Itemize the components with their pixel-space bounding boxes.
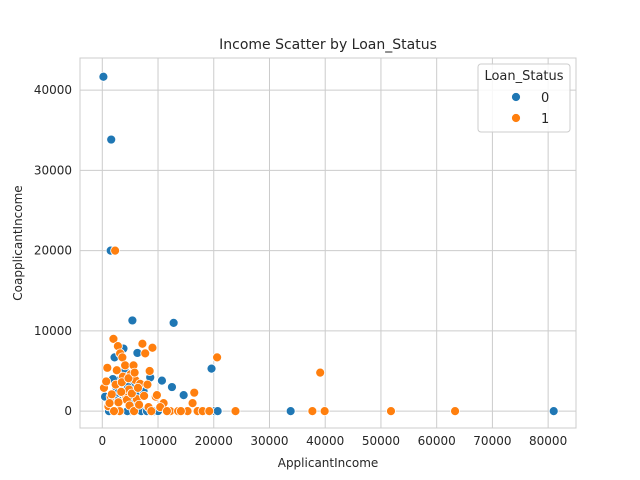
- data-point-status-1: [110, 245, 121, 256]
- data-point-status-0: [157, 375, 167, 386]
- data-point-status-1: [123, 373, 134, 384]
- data-point-status-1: [126, 388, 137, 399]
- chart-title: Income Scatter by Loan_Status: [219, 37, 437, 53]
- x-tick-label: 20000: [195, 434, 233, 448]
- data-point-status-0: [212, 406, 223, 417]
- data-point-status-1: [120, 360, 131, 371]
- x-tick-label: 50000: [362, 434, 400, 448]
- y-tick-label: 20000: [34, 244, 72, 258]
- data-point-status-0: [548, 406, 559, 417]
- data-point-status-1: [139, 390, 149, 401]
- y-tick-label: 10000: [34, 324, 72, 338]
- data-point-status-1: [315, 367, 326, 378]
- data-point-status-1: [189, 387, 200, 398]
- legend-marker-0: [511, 92, 521, 102]
- data-point-status-0: [206, 363, 217, 374]
- data-point-status-1: [144, 366, 155, 376]
- y-tick-label: 30000: [34, 163, 72, 177]
- data-point-status-1: [113, 397, 124, 408]
- data-point-status-1: [134, 399, 144, 410]
- legend-box: [477, 63, 571, 133]
- data-point-status-1: [140, 348, 151, 359]
- x-tick-label: 0: [98, 434, 106, 448]
- y-axis-label: CoapplicantIncome: [11, 185, 25, 300]
- legend: Loan_Status 0 1: [477, 63, 571, 133]
- legend-label-1: 1: [541, 112, 549, 127]
- data-point-status-1: [450, 406, 460, 417]
- data-point-status-1: [175, 406, 186, 417]
- data-point-status-1: [319, 406, 330, 417]
- data-point-status-1: [146, 406, 157, 417]
- x-tick-label: 80000: [529, 434, 567, 448]
- data-point-status-1: [106, 389, 117, 400]
- data-point-status-1: [142, 379, 153, 390]
- data-point-status-1: [111, 365, 122, 376]
- plot-area-border: [79, 57, 577, 429]
- legend-marker-1: [511, 113, 521, 123]
- data-point-status-1: [104, 398, 115, 409]
- data-point-status-1: [212, 352, 222, 363]
- data-point-status-0: [167, 382, 177, 392]
- data-point-status-1: [133, 382, 143, 393]
- x-axis-label: ApplicantIncome: [278, 456, 379, 470]
- data-point-status-1: [307, 406, 318, 417]
- data-point-status-1: [116, 386, 127, 397]
- x-tick-label: 60000: [418, 434, 456, 448]
- data-point-status-1: [137, 338, 148, 349]
- data-point-status-1: [108, 334, 119, 344]
- x-tick-label: 40000: [306, 434, 344, 448]
- legend-title: Loan_Status: [484, 69, 563, 84]
- data-points: [98, 71, 559, 417]
- data-point-status-1: [147, 342, 158, 353]
- data-point-status-1: [152, 390, 162, 400]
- x-tick-label: 30000: [250, 434, 288, 448]
- y-tick-label: 0: [64, 404, 72, 418]
- data-point-status-0: [106, 134, 117, 145]
- tick-labels: 0 10000 20000 30000 40000 50000 60000 70000 8000…: [34, 83, 567, 448]
- data-point-status-1: [101, 376, 112, 387]
- data-point-status-1: [129, 406, 139, 417]
- data-point-status-0: [168, 317, 179, 328]
- y-tick-label: 40000: [34, 83, 72, 97]
- legend-label-0: 0: [541, 91, 549, 106]
- data-point-status-1: [109, 406, 119, 417]
- data-point-status-1: [102, 362, 113, 373]
- data-point-status-0: [285, 406, 296, 417]
- data-point-status-1: [386, 406, 396, 417]
- data-point-status-0: [127, 315, 138, 326]
- data-point-status-1: [187, 398, 198, 409]
- data-point-status-0: [178, 390, 189, 400]
- data-point-status-1: [162, 406, 172, 417]
- x-tick-label: 70000: [473, 434, 511, 448]
- x-tick-label: 10000: [139, 434, 177, 448]
- data-point-status-1: [204, 406, 215, 417]
- data-point-status-1: [230, 406, 241, 417]
- data-point-status-0: [98, 71, 109, 82]
- data-point-status-1: [129, 367, 140, 378]
